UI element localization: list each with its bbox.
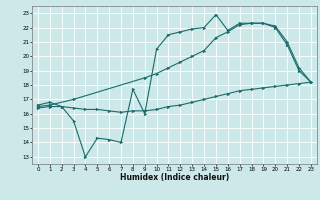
X-axis label: Humidex (Indice chaleur): Humidex (Indice chaleur): [120, 173, 229, 182]
